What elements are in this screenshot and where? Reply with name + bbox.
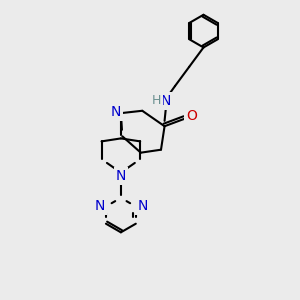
Text: N: N (110, 105, 121, 119)
Text: N: N (116, 169, 126, 183)
Text: N: N (137, 199, 148, 213)
Text: N: N (161, 94, 171, 108)
Text: H: H (152, 94, 161, 107)
Text: N: N (94, 199, 105, 213)
Text: O: O (186, 109, 197, 123)
